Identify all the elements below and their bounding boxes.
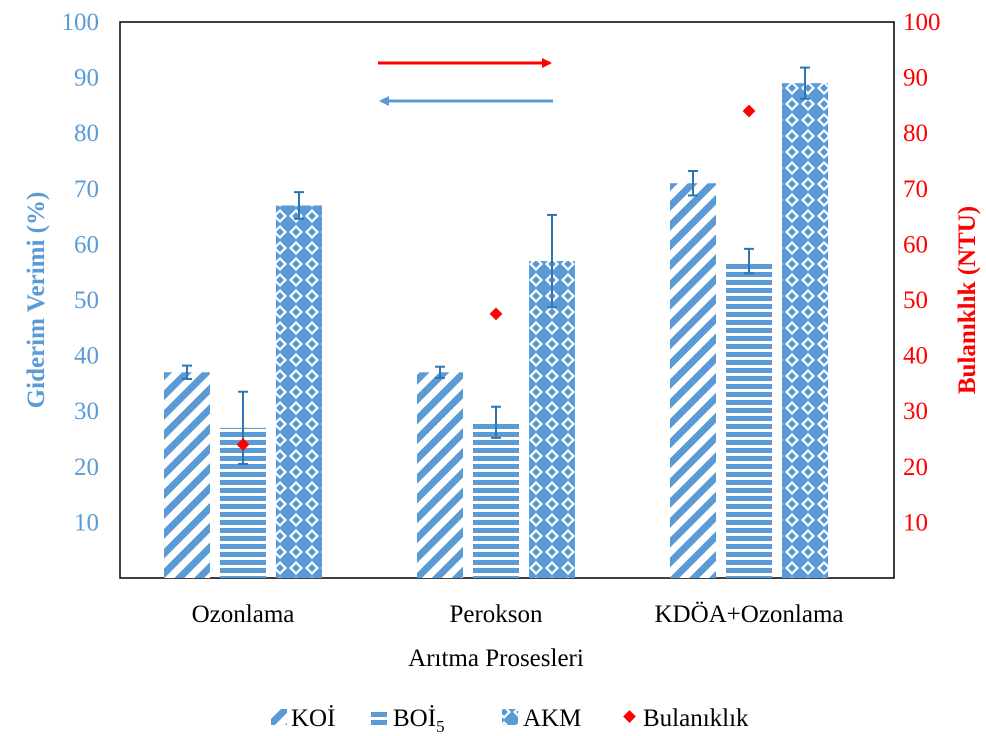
right-tick-label: 70 (903, 176, 928, 203)
legend-swatch-koi (271, 709, 287, 725)
legend-item-koi[interactable]: KOİ (271, 705, 335, 732)
right-tick-label: 80 (903, 120, 928, 147)
left-tick-label: 20 (74, 454, 99, 481)
left-axis-ticks: 10 20 30 40 50 60 70 80 90 100 (62, 9, 100, 536)
left-tick-label: 70 (74, 176, 99, 203)
right-axis-title: Bulanıklık (NTU) (954, 206, 981, 394)
legend-label-akm: AKM (523, 705, 581, 732)
category-label-0: Ozonlama (192, 601, 295, 628)
bar-koi-2 (670, 183, 716, 579)
right-tick-label: 50 (903, 287, 928, 314)
markers-layer (236, 104, 756, 451)
category-label-1: Perokson (449, 601, 543, 628)
right-tick-label: 10 (903, 509, 928, 536)
marker-bulaniklik-1 (489, 307, 503, 321)
bar-akm-0 (276, 205, 322, 579)
legend-marker-bulaniklik (623, 710, 636, 723)
legend-label-bulaniklik: Bulanıklık (643, 705, 749, 732)
legend-item-akm[interactable]: AKM (502, 705, 581, 732)
left-tick-label: 40 (74, 343, 99, 370)
error-bars-layer (182, 66, 810, 466)
legend-item-boi5[interactable]: BOİ5 (371, 705, 445, 736)
bar-akm-1 (529, 261, 575, 578)
left-tick-label: 80 (74, 120, 99, 147)
category-label-2: KDÖA+Ozonlama (654, 601, 843, 628)
legend-label-boi5: BOİ5 (393, 705, 445, 736)
left-tick-label: 90 (74, 65, 99, 92)
right-tick-label: 60 (903, 231, 928, 258)
bar-koi-1 (417, 372, 463, 578)
left-tick-label: 60 (74, 231, 99, 258)
right-axis-ticks: 10 20 30 40 50 60 70 80 90 100 (903, 9, 941, 536)
legend: KOİ BOİ5 AKM Bulanıklık (271, 705, 749, 736)
bars-layer (164, 83, 828, 579)
left-tick-label: 30 (74, 398, 99, 425)
x-axis-title: Arıtma Prosesleri (408, 645, 584, 672)
legend-label-koi: KOİ (291, 705, 335, 732)
bar-akm-2 (782, 83, 828, 578)
bar-boi-1 (473, 422, 519, 578)
legend-swatch-akm (502, 709, 518, 725)
bar-boi-2 (726, 261, 772, 578)
legend-item-bulaniklik[interactable]: Bulanıklık (623, 705, 749, 732)
right-tick-label: 20 (903, 454, 928, 481)
right-tick-label: 100 (903, 9, 941, 36)
legend-swatch-boi5 (371, 709, 387, 725)
right-tick-label: 90 (903, 65, 928, 92)
left-axis-title: Giderim Verimi (%) (23, 192, 50, 409)
right-tick-label: 30 (903, 398, 928, 425)
category-labels: Ozonlama Perokson KDÖA+Ozonlama (192, 601, 844, 628)
left-tick-label: 10 (74, 509, 99, 536)
left-tick-label: 100 (62, 9, 100, 36)
right-tick-label: 40 (903, 343, 928, 370)
marker-bulaniklik-0 (236, 438, 250, 451)
left-tick-label: 50 (74, 287, 99, 314)
bar-koi-0 (164, 372, 210, 578)
